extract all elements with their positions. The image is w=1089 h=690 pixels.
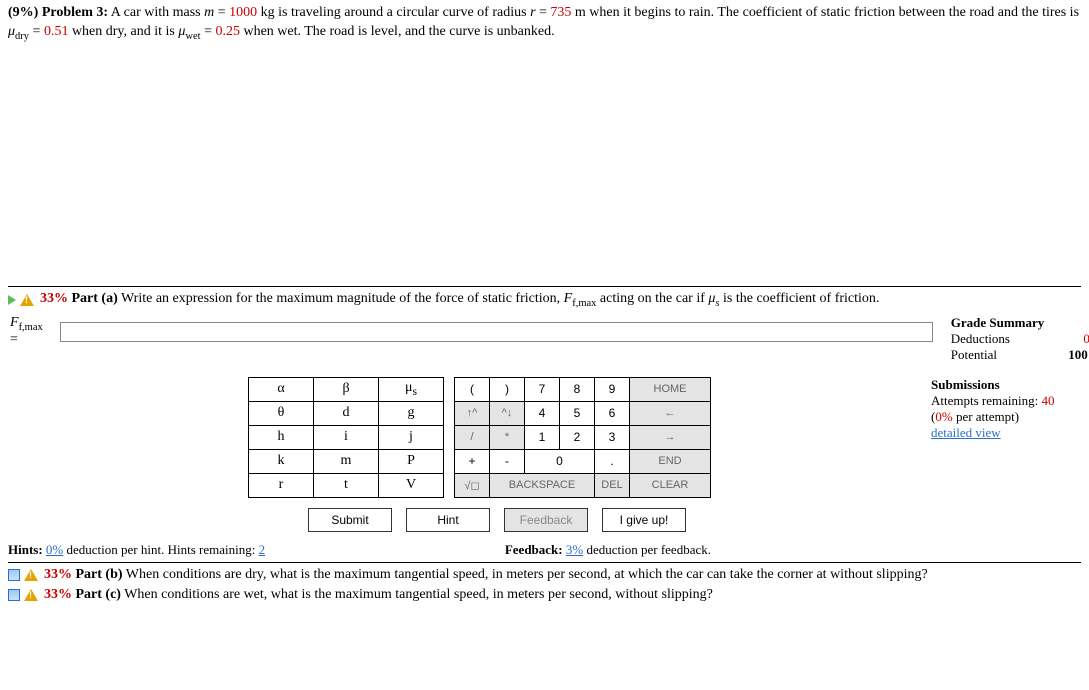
key-lparen[interactable]: (: [455, 377, 490, 401]
key-backspace[interactable]: BACKSPACE: [490, 473, 595, 497]
key-plus[interactable]: +: [455, 449, 490, 473]
key-mul[interactable]: *: [490, 425, 525, 449]
expand-box-icon[interactable]: [8, 569, 20, 581]
sym-key[interactable]: g: [379, 401, 444, 425]
sym-key[interactable]: j: [379, 425, 444, 449]
key-4[interactable]: 4: [525, 401, 560, 425]
key-del[interactable]: DEL: [595, 473, 630, 497]
key-clear[interactable]: CLEAR: [630, 473, 711, 497]
detailed-view-link[interactable]: detailed view: [931, 425, 1001, 440]
giveup-button[interactable]: I give up!: [602, 508, 686, 532]
sym-key[interactable]: P: [379, 449, 444, 473]
problem-statement: (9%) Problem 3: A car with mass m = 1000…: [8, 4, 1081, 44]
sym-key[interactable]: θ: [249, 401, 314, 425]
key-5[interactable]: 5: [560, 401, 595, 425]
expand-box-icon[interactable]: [8, 589, 20, 601]
hint-button[interactable]: Hint: [406, 508, 490, 532]
sym-key[interactable]: V: [379, 473, 444, 497]
part-a-header: 33% Part (a) Write an expression for the…: [8, 289, 1081, 311]
answer-input[interactable]: [60, 322, 933, 342]
key-dot[interactable]: .: [595, 449, 630, 473]
warning-icon: [20, 294, 34, 306]
submissions-info: Submissions Attempts remaining: 40 (0% p…: [931, 377, 1054, 498]
sym-key[interactable]: m: [314, 449, 379, 473]
part-c-header[interactable]: 33% Part (c) When conditions are wet, wh…: [8, 585, 1081, 605]
key-7[interactable]: 7: [525, 377, 560, 401]
key-9[interactable]: 9: [595, 377, 630, 401]
warning-icon: [24, 589, 38, 601]
sym-key[interactable]: β: [314, 377, 379, 401]
number-pad[interactable]: ( ) 7 8 9 HOME ↑^ ^↓ 4 5 6 ← / * 1 2 3: [454, 377, 711, 498]
hints-info: Hints: 0% deduction per hint. Hints rema…: [8, 542, 265, 558]
grade-summary: Grade Summary Deductions0% Potential100%: [951, 315, 1089, 363]
key-down[interactable]: ^↓: [490, 401, 525, 425]
key-1[interactable]: 1: [525, 425, 560, 449]
key-3[interactable]: 3: [595, 425, 630, 449]
symbol-pad[interactable]: αβμs θdg hij kmPrtV: [248, 377, 444, 498]
key-end[interactable]: END: [630, 449, 711, 473]
sym-key[interactable]: t: [314, 473, 379, 497]
key-minus[interactable]: -: [490, 449, 525, 473]
expand-icon[interactable]: [8, 295, 16, 305]
key-rparen[interactable]: ): [490, 377, 525, 401]
sym-key[interactable]: k: [249, 449, 314, 473]
sym-key[interactable]: i: [314, 425, 379, 449]
feedback-info: Feedback: 3% deduction per feedback.: [505, 542, 711, 558]
sym-key[interactable]: d: [314, 401, 379, 425]
sym-key[interactable]: μs: [379, 377, 444, 401]
part-b-header[interactable]: 33% Part (b) When conditions are dry, wh…: [8, 565, 1081, 585]
sym-key[interactable]: r: [249, 473, 314, 497]
sym-key[interactable]: h: [249, 425, 314, 449]
answer-lhs: Ff,max =: [8, 315, 933, 349]
key-6[interactable]: 6: [595, 401, 630, 425]
key-left[interactable]: ←: [630, 401, 711, 425]
key-right[interactable]: →: [630, 425, 711, 449]
sym-key[interactable]: α: [249, 377, 314, 401]
key-home[interactable]: HOME: [630, 377, 711, 401]
key-2[interactable]: 2: [560, 425, 595, 449]
warning-icon: [24, 569, 38, 581]
key-up[interactable]: ↑^: [455, 401, 490, 425]
key-sqrt[interactable]: √◻: [455, 473, 490, 497]
key-8[interactable]: 8: [560, 377, 595, 401]
key-0[interactable]: 0: [525, 449, 595, 473]
problem-weight: (9%): [8, 5, 38, 20]
feedback-button[interactable]: Feedback: [504, 508, 588, 532]
problem-label: Problem 3:: [42, 5, 108, 20]
submit-button[interactable]: Submit: [308, 508, 392, 532]
key-div[interactable]: /: [455, 425, 490, 449]
